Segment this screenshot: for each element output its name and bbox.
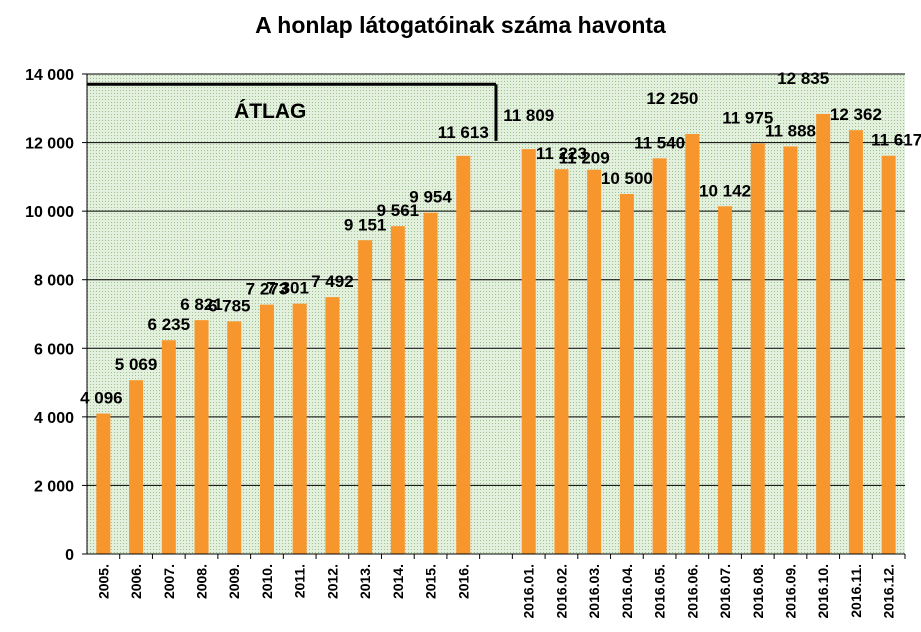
x-tick-label: 2014. [390,564,406,599]
data-label: 5 069 [115,355,158,374]
x-tick-label: 2016.12. [881,564,897,619]
data-label: 9 954 [409,188,452,207]
data-label: 11 617 [871,131,921,150]
x-tick-label: 2016.03. [586,564,602,619]
x-tick-label: 2016.02. [553,564,569,619]
data-label: 11 209 [559,149,610,168]
x-tick-label: 2009. [226,564,242,599]
data-label: 11 540 [634,133,685,152]
bar [456,155,471,554]
bar [816,113,831,554]
y-tick-label: 14 000 [25,67,74,84]
bar [129,380,144,554]
bar [325,297,340,554]
data-label: 7 492 [311,272,354,291]
y-tick-label: 8 000 [34,273,74,290]
x-tick-label: 2007. [161,564,177,599]
bar [292,303,307,554]
y-tick-label: 2 000 [34,478,74,495]
x-tick-label: 2016.11. [848,564,864,618]
data-label: 7 301 [266,279,309,298]
x-tick-label: 2016.05. [652,564,668,619]
bar [259,304,274,554]
bar [848,130,863,554]
data-label: 10 500 [601,169,653,188]
y-tick-label: 10 000 [25,204,74,221]
bar [96,413,111,554]
data-label: 6 235 [148,315,191,334]
bar [685,134,700,554]
bar [554,169,569,554]
bar [227,321,242,554]
x-tick-label: 2012. [324,564,340,599]
bar [619,194,634,554]
x-tick-label: 2006. [128,564,144,599]
x-tick-label: 2011. [292,564,308,598]
data-label: 6 821 [180,295,223,314]
data-label: 9 561 [377,201,420,220]
x-tick-label: 2010. [259,564,275,599]
bar [194,320,209,554]
data-label: 10 142 [699,181,751,200]
data-label: 12 362 [830,105,882,124]
y-tick-label: 0 [65,547,74,564]
bar [881,155,896,554]
bar [587,169,602,555]
average-annotation: ÁTLAG [234,100,306,123]
x-tick-label: 2016.07. [717,564,733,619]
bar [750,143,765,554]
bar [423,212,438,554]
data-label: 11 613 [438,123,489,142]
bar [358,240,373,554]
x-tick-label: 2016.08. [750,564,766,619]
x-tick-label: 2016.10. [815,564,831,619]
data-label: 11 809 [503,106,554,125]
x-tick-label: 2013. [357,564,373,599]
x-tick-label: 2016.09. [782,564,798,619]
data-label: 12 835 [777,69,829,88]
y-tick-label: 12 000 [25,136,74,153]
data-label: 11 223 [536,144,587,163]
bar [783,146,798,554]
x-tick-label: 2015. [423,564,439,599]
data-label: 7 273 [246,280,289,299]
x-tick-label: 2016.01. [521,564,537,619]
bar [521,149,536,554]
x-tick-label: 2008. [194,564,210,599]
chart-title: A honlap látogatóinak száma havonta [255,12,666,38]
bar [718,206,733,554]
bar [161,340,176,554]
data-label: 6 785 [208,296,251,315]
y-tick-label: 4 000 [34,410,74,427]
data-label: 12 250 [646,89,698,108]
bar [390,226,405,555]
y-tick-label: 6 000 [34,341,74,358]
data-label: 9 151 [344,215,387,234]
x-tick-label: 2016.06. [684,564,700,619]
plot-area [87,74,905,554]
x-tick-label: 2005. [95,564,111,599]
x-tick-label: 2016. [455,564,471,599]
bar [652,158,667,555]
data-label: 11 975 [722,108,773,127]
data-label: 4 096 [80,389,123,408]
data-label: 11 888 [765,121,816,140]
x-tick-label: 2016.04. [619,564,635,619]
